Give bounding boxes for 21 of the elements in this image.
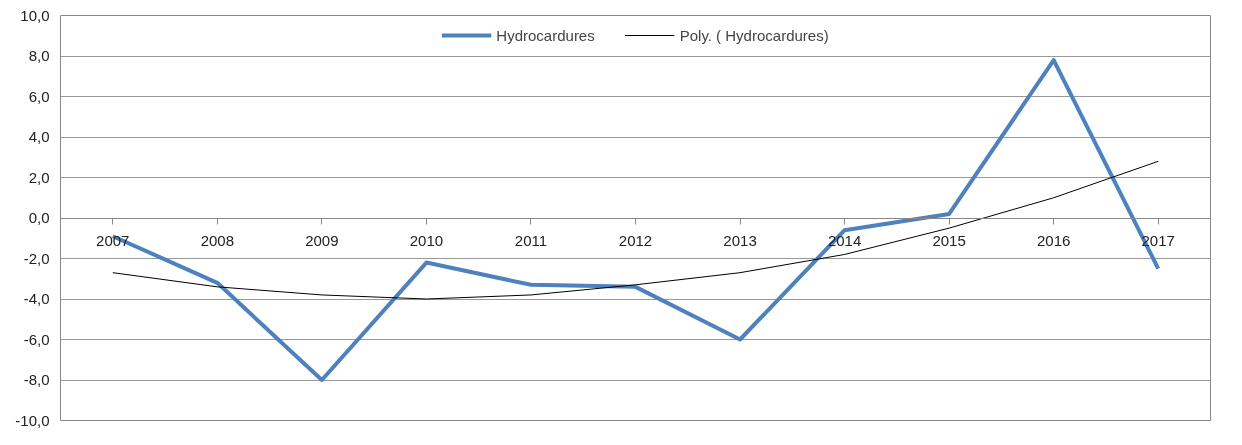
x-tick-label: 2009 bbox=[305, 232, 339, 249]
legend-label: Poly. ( Hydrocardures) bbox=[679, 26, 829, 44]
y-tick-label: 8,0 bbox=[28, 47, 50, 64]
legend-label: Hydrocardures bbox=[496, 26, 595, 44]
x-tick-label: 2013 bbox=[723, 232, 757, 249]
x-tick-label: 2016 bbox=[1037, 232, 1071, 249]
x-tick-label: 2008 bbox=[200, 232, 235, 249]
y-tick-label: 2,0 bbox=[28, 168, 50, 186]
x-tick-label: 2011 bbox=[514, 232, 548, 249]
y-tick-label: -8,0 bbox=[23, 371, 50, 388]
x-tick-label: 2012 bbox=[618, 232, 653, 249]
x-tick-label: 2015 bbox=[932, 232, 966, 249]
y-tick-label: 0,0 bbox=[28, 209, 50, 226]
y-tick-label: -6,0 bbox=[23, 330, 50, 348]
y-tick-label: -10,0 bbox=[15, 411, 50, 429]
y-tick-label: -4,0 bbox=[23, 290, 50, 307]
x-tick-label: 2010 bbox=[409, 232, 444, 249]
y-tick-label: 4,0 bbox=[28, 128, 50, 145]
y-tick-label: -2,0 bbox=[23, 249, 50, 267]
y-tick-label: 6,0 bbox=[28, 87, 50, 105]
y-tick-label: 10,0 bbox=[20, 6, 50, 24]
